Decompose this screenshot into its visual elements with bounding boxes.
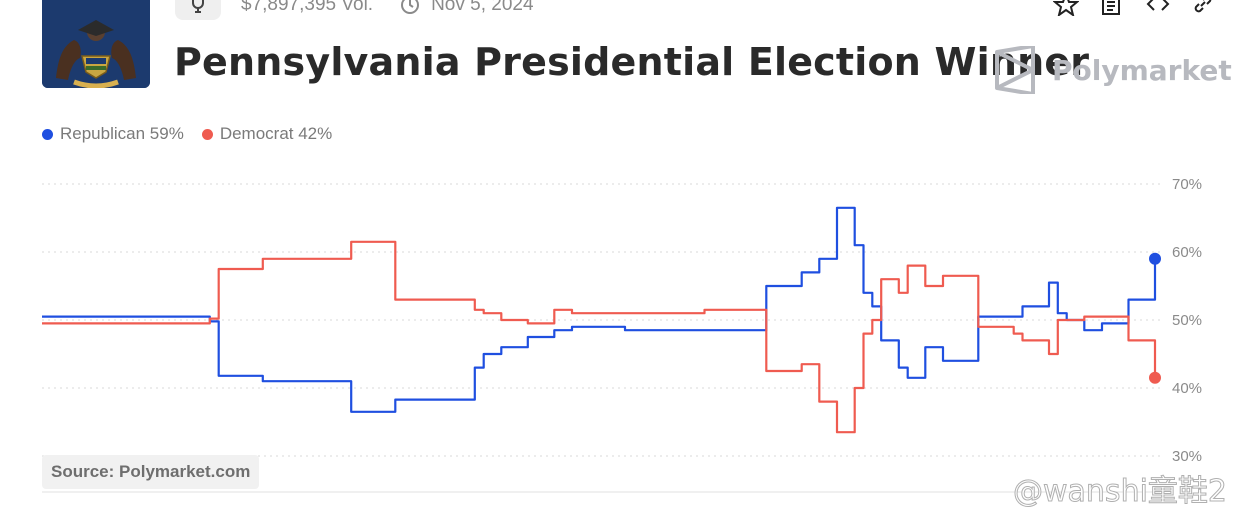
legend-label: Democrat 42% [219,124,333,143]
trophy-icon [192,0,204,13]
legend-dot-icon [42,128,53,140]
document-button[interactable] [1099,0,1125,16]
price-history-chart[interactable]: 70% 60% 50% 40% 30% [0,160,1239,513]
link-icon [1194,0,1212,13]
source-label: Source: Polymarket.com [42,455,260,489]
series-end-marker-democrat[interactable] [1149,371,1161,384]
pennsylvania-flag-image [42,0,150,88]
code-icon [1146,0,1170,11]
y-tick-label: 60% [1172,244,1202,261]
series-line-republican [42,206,1157,413]
chart-legend: Republican 59% Democrat 42% [42,124,332,144]
brand-name: Polymarket [1052,53,1232,87]
legend-label: Republican 59% [60,124,184,143]
clock-icon [401,0,420,14]
legend-item-republican[interactable]: Republican 59% [42,124,184,144]
watermark-text: @wanshi童鞋2 [1013,474,1228,510]
end-date-text: Nov 5, 2024 [431,0,534,15]
document-icon [1102,0,1120,15]
embed-button[interactable] [1145,0,1171,16]
watermark: @wanshi童鞋2 [1013,466,1228,510]
legend-item-democrat[interactable]: Democrat 42% [201,124,333,144]
brand-logo[interactable]: Polymarket [994,46,1232,94]
volume-text: $7,897,395 Vol. [241,0,374,15]
series-line-democrat [42,240,1157,434]
market-meta-row: $7,897,395 Vol. Nov 5, 2024 [175,0,534,20]
y-tick-label: 50% [1172,312,1202,329]
y-tick-label: 70% [1172,176,1202,193]
action-toolbar [1052,0,1217,18]
trophy-button[interactable] [175,0,221,20]
polymarket-logo-icon [995,46,1035,94]
series-end-marker-republican[interactable] [1149,252,1161,265]
star-icon [1052,0,1080,18]
y-tick-label: 30% [1172,448,1202,465]
page-title: Pennsylvania Presidential Election Winne… [174,40,1090,84]
legend-dot-icon [201,128,213,140]
copy-link-button[interactable] [1191,0,1217,16]
star-button[interactable] [1052,0,1080,18]
y-tick-label: 40% [1172,380,1202,397]
